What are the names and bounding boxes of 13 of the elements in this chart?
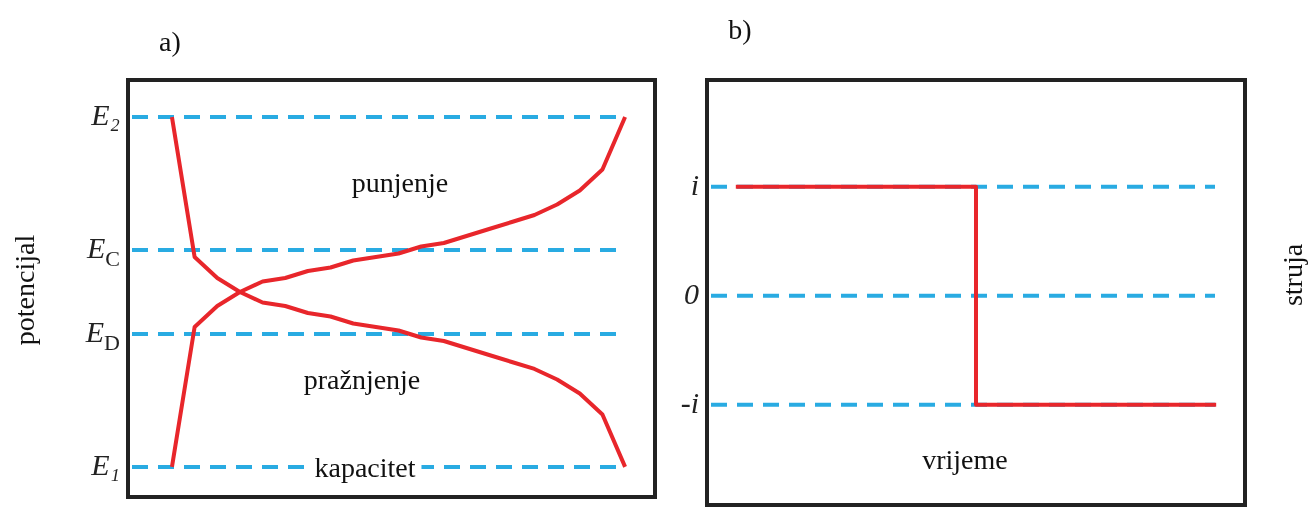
chart-title: b) <box>728 14 752 45</box>
y-axis-title: potencijal <box>9 234 40 346</box>
chart-title: a) <box>159 26 181 57</box>
ref-line-label: 0 <box>684 276 699 310</box>
ref-line-label: E₁ <box>90 447 121 481</box>
annotation: pražnjenje <box>303 364 421 395</box>
ref-line-label: -i <box>680 385 699 419</box>
annotation: punjenje <box>351 167 449 198</box>
ref-line-label: E₂ <box>90 97 121 131</box>
x-axis-title: kapacitet <box>308 452 422 483</box>
ref-line-label: i <box>690 167 700 201</box>
x-axis-title: vrijeme <box>916 444 1014 475</box>
y2-axis-title: struja <box>1277 243 1308 307</box>
